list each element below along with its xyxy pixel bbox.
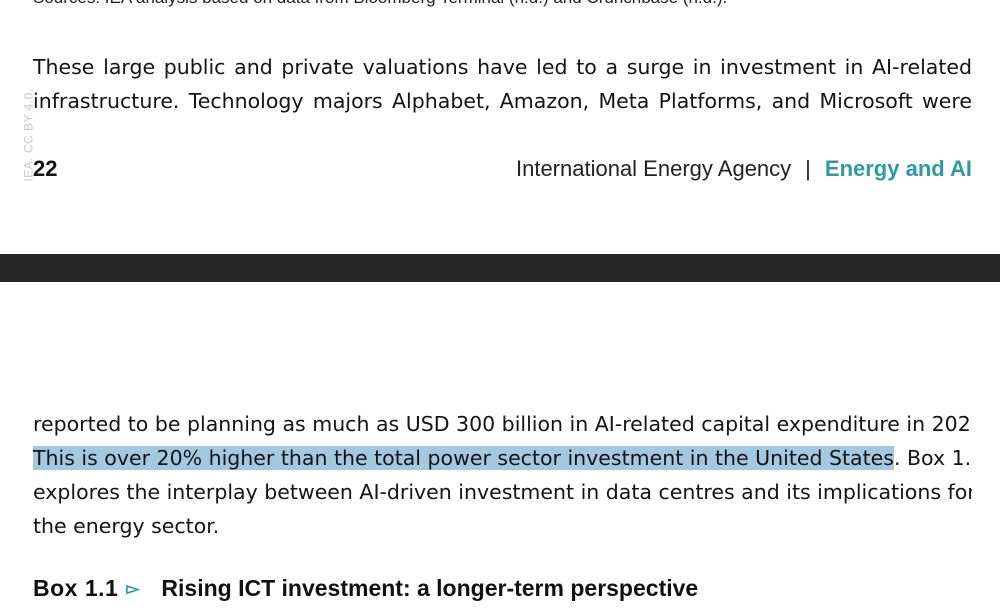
page-number: 22 — [33, 156, 58, 181]
box-label: Box 1.1 — [33, 575, 119, 601]
paragraph-line[interactable]: explores the interplay between AI-driven… — [33, 480, 972, 504]
body-paragraph-bottom[interactable]: reported to be planning as much as USD 3… — [33, 407, 972, 543]
box-heading: Box 1.1 ▻ Rising ICT investment: a longer-… — [33, 575, 698, 602]
triangle-right-icon: ▻ — [126, 579, 140, 598]
paragraph-line[interactable]: reported to be planning as much as USD 3… — [33, 412, 972, 436]
footer-report-title: Energy and AI — [824, 156, 972, 181]
paragraph-line[interactable]: infrastructure. Technology majors Alphab… — [33, 89, 972, 113]
selected-text[interactable]: This is over 20% higher than the total p… — [33, 446, 894, 470]
paragraph-line[interactable]: These large public and private valuation… — [33, 55, 972, 79]
paragraph-text[interactable]: . Box 1.1 — [893, 446, 972, 470]
paragraph-line[interactable]: This is over 20% higher than the total p… — [33, 441, 972, 475]
paragraph-line[interactable]: the energy sector. — [33, 514, 220, 538]
box-title: Rising ICT investment: a longer-term per… — [161, 575, 699, 601]
body-paragraph-top[interactable]: These large public and private valuation… — [33, 50, 972, 118]
page-gap-divider — [0, 254, 1000, 282]
page-top: Sources: IEA analysis based on data from… — [0, 0, 1000, 254]
sources-note: Sources: IEA analysis based on data from… — [33, 0, 727, 8]
page-bottom — [0, 282, 1000, 608]
page-footer: International Energy Agency | Energy and A… — [516, 156, 972, 182]
footer-publisher: International Energy Agency — [515, 156, 792, 181]
footer-separator: | — [805, 156, 811, 181]
